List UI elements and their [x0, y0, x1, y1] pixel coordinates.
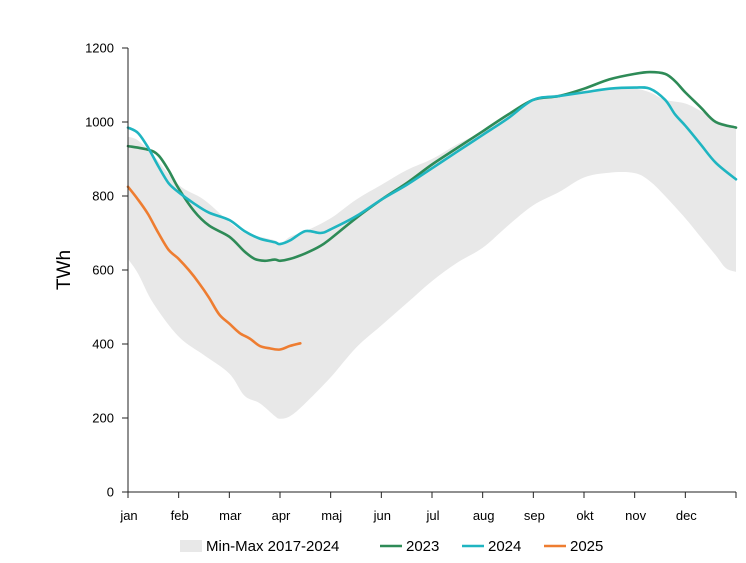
y-tick-label: 800 — [92, 189, 114, 204]
series-line-2025 — [126, 185, 302, 351]
minmax-band — [128, 88, 736, 419]
axes-layer: 0 200 400 600 800 1000 1200 jan feb mar apr maj jun j… — [54, 41, 737, 523]
legend-label-2023: 2023 — [406, 538, 439, 555]
legend-label-2025: 2025 — [570, 538, 603, 555]
legend-label-band: Min-Max 2017-2024 — [206, 538, 339, 555]
legend-item-2024: 2024 — [462, 538, 521, 555]
band-layer — [128, 88, 736, 419]
x-tick-label: nov — [625, 508, 646, 523]
x-tick-label: feb — [171, 508, 189, 523]
y-tick-label: 0 — [107, 485, 114, 500]
legend-swatch-band — [180, 540, 202, 552]
x-tick-label: aug — [473, 508, 495, 523]
legend-item-2025: 2025 — [544, 538, 603, 555]
x-tick-label: jan — [119, 508, 137, 523]
series-line-2024 — [126, 86, 738, 246]
x-tick-label: sep — [524, 508, 545, 523]
x-tick-label: jul — [425, 508, 439, 523]
x-tick-label: okt — [576, 508, 594, 523]
legend-label-2024: 2024 — [488, 538, 521, 555]
x-tick-label: mar — [219, 508, 242, 523]
legend-item-2023: 2023 — [380, 538, 439, 555]
y-tick-label: 1200 — [85, 41, 114, 56]
x-tick-label: maj — [321, 508, 342, 523]
x-tick-label: apr — [272, 508, 291, 523]
y-tick-label: 1000 — [85, 115, 114, 130]
y-tick-label: 400 — [92, 337, 114, 352]
legend-item-band: Min-Max 2017-2024 — [180, 538, 339, 555]
y-tick-label: 600 — [92, 263, 114, 278]
y-axis-title: TWh — [54, 250, 75, 290]
x-tick-label: jun — [373, 508, 391, 523]
series-layer — [126, 70, 738, 351]
x-tick-label: dec — [676, 508, 697, 523]
y-tick-label: 200 — [92, 411, 114, 426]
legend: Min-Max 2017-2024 2023 2024 2025 — [180, 538, 603, 555]
